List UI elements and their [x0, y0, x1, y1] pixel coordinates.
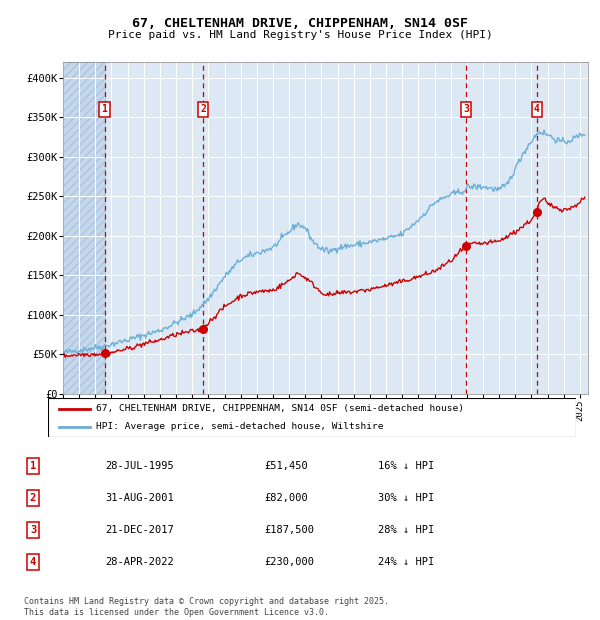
Text: 2: 2 [200, 104, 206, 114]
Text: Price paid vs. HM Land Registry's House Price Index (HPI): Price paid vs. HM Land Registry's House … [107, 30, 493, 40]
Text: 28-APR-2022: 28-APR-2022 [105, 557, 174, 567]
Text: 67, CHELTENHAM DRIVE, CHIPPENHAM, SN14 0SF (semi-detached house): 67, CHELTENHAM DRIVE, CHIPPENHAM, SN14 0… [95, 404, 464, 413]
Text: 24% ↓ HPI: 24% ↓ HPI [378, 557, 434, 567]
Text: 28-JUL-1995: 28-JUL-1995 [105, 461, 174, 471]
Text: 16% ↓ HPI: 16% ↓ HPI [378, 461, 434, 471]
Text: 1: 1 [101, 104, 107, 114]
Text: £187,500: £187,500 [264, 525, 314, 535]
Text: 1: 1 [30, 461, 36, 471]
Text: 3: 3 [463, 104, 469, 114]
Text: 28% ↓ HPI: 28% ↓ HPI [378, 525, 434, 535]
Text: £230,000: £230,000 [264, 557, 314, 567]
Text: £82,000: £82,000 [264, 493, 308, 503]
Text: 30% ↓ HPI: 30% ↓ HPI [378, 493, 434, 503]
Text: 4: 4 [534, 104, 540, 114]
Text: 3: 3 [30, 525, 36, 535]
Text: 31-AUG-2001: 31-AUG-2001 [105, 493, 174, 503]
Text: 4: 4 [30, 557, 36, 567]
Bar [63, 62, 104, 394]
Text: HPI: Average price, semi-detached house, Wiltshire: HPI: Average price, semi-detached house,… [95, 422, 383, 431]
Text: £51,450: £51,450 [264, 461, 308, 471]
Text: 2: 2 [30, 493, 36, 503]
Text: 21-DEC-2017: 21-DEC-2017 [105, 525, 174, 535]
Text: Contains HM Land Registry data © Crown copyright and database right 2025.
This d: Contains HM Land Registry data © Crown c… [24, 598, 389, 617]
Text: 67, CHELTENHAM DRIVE, CHIPPENHAM, SN14 0SF: 67, CHELTENHAM DRIVE, CHIPPENHAM, SN14 0… [132, 17, 468, 30]
